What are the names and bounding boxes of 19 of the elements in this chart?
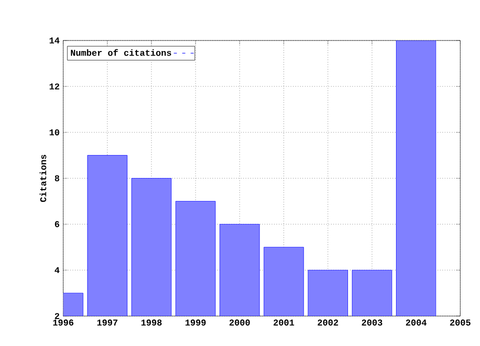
y-tick-label: 14 (50, 38, 60, 44)
x-tick-label: 1996 (53, 320, 74, 326)
x-tick-label: 2000 (230, 320, 250, 326)
x-tick-label: 2005 (450, 320, 470, 326)
y-tick-label: 6 (54, 221, 60, 228)
x-tick-label: 1999 (185, 320, 206, 326)
x-tick-label: 1998 (141, 320, 162, 326)
x-tick-label: 1997 (97, 320, 118, 326)
x-tick-label: 2003 (362, 320, 382, 326)
x-tick-label: 2002 (318, 320, 338, 326)
y-tick-label: 10 (50, 129, 60, 136)
y-tick-label: 8 (54, 175, 60, 182)
legend-label: Number of citations (70, 49, 172, 56)
y-axis-title: Citations (40, 154, 46, 202)
x-tick-label: 2001 (274, 320, 294, 326)
y-tick-label: 4 (54, 267, 60, 274)
y-tick-label: 12 (50, 84, 60, 90)
y-tick-label: 2 (54, 313, 60, 320)
x-tick-label: 2004 (406, 320, 427, 326)
